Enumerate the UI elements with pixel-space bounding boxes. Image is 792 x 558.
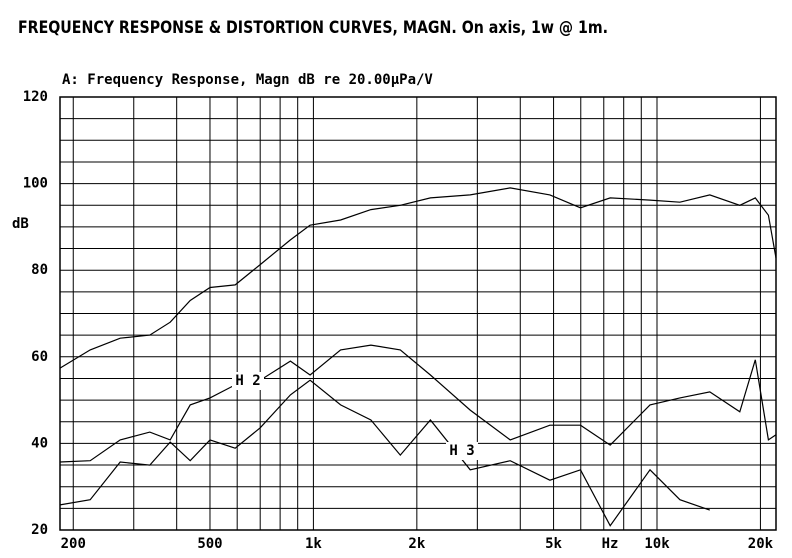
series-label: H 3 <box>449 443 474 459</box>
x-tick-label: 20k <box>748 536 774 552</box>
x-tick-label: 5k <box>545 536 562 552</box>
label-background <box>446 442 478 460</box>
y-axis-label: dB <box>12 216 29 232</box>
y-tick-label: 20 <box>31 522 48 538</box>
x-axis-label: Hz <box>602 536 619 552</box>
y-tick-label: 80 <box>31 262 48 278</box>
x-tick-label: 2k <box>408 536 425 552</box>
x-tick-label: 200 <box>61 536 86 552</box>
y-tick-label: 120 <box>23 89 48 105</box>
x-tick-label: 1k <box>305 536 322 552</box>
y-tick-label: 40 <box>31 435 48 451</box>
chart-subtitle: A: Frequency Response, Magn dB re 20.00µ… <box>62 72 433 88</box>
x-tick-label: 500 <box>197 536 222 552</box>
y-tick-label: 60 <box>31 349 48 365</box>
x-tick-label: 10k <box>644 536 670 552</box>
chart-title: FREQUENCY RESPONSE & DISTORTION CURVES, … <box>18 18 608 38</box>
series-label: H 2 <box>235 373 260 389</box>
curve <box>59 379 710 527</box>
curve <box>59 187 777 369</box>
curve <box>59 344 777 463</box>
label-background <box>232 372 264 390</box>
y-tick-label: 100 <box>23 176 48 192</box>
